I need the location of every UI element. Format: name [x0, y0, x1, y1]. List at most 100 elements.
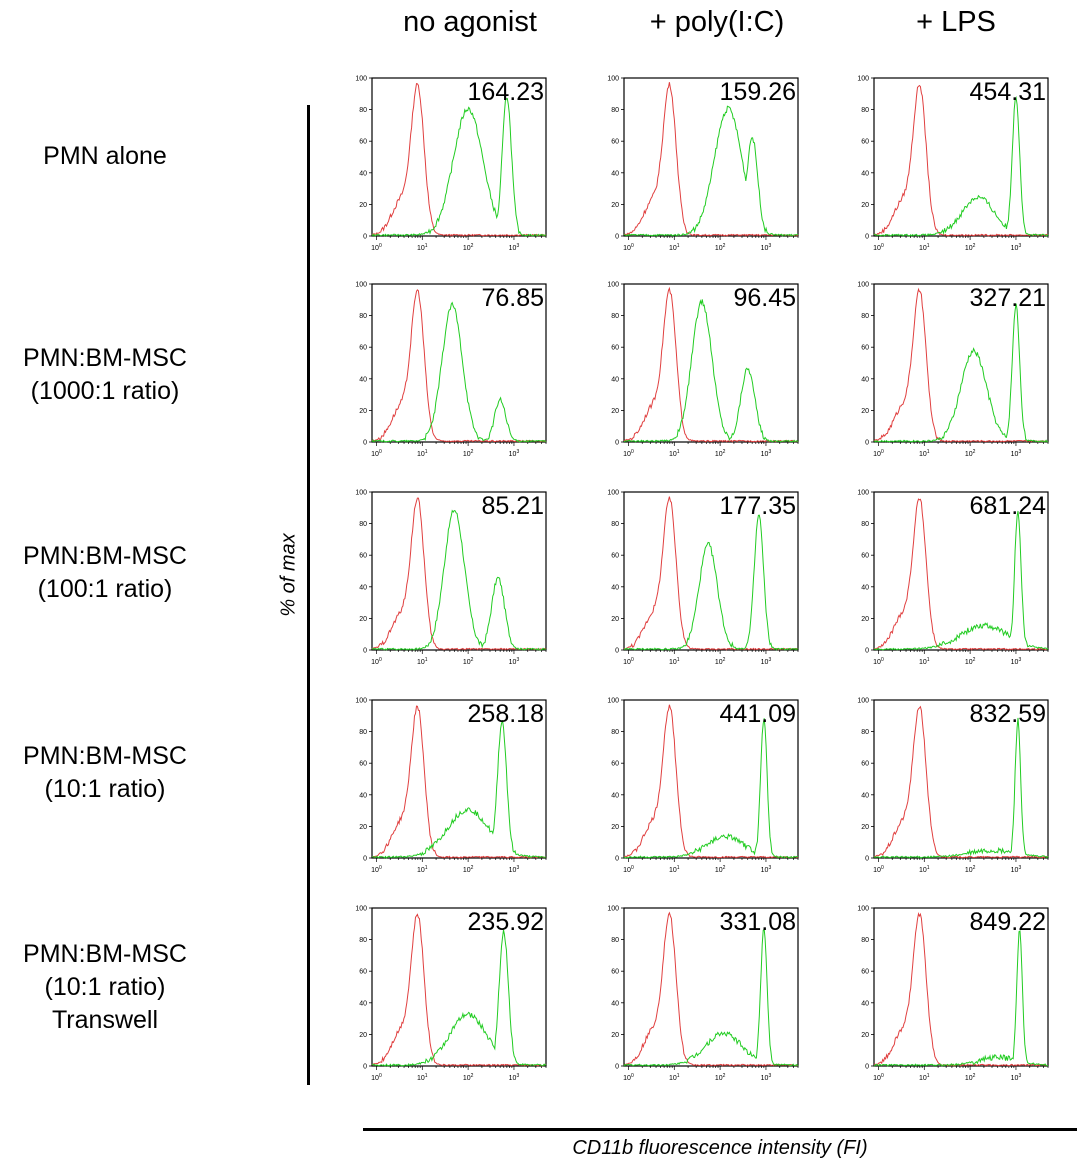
mfi-value-label: 96.45: [733, 284, 796, 312]
y-tick-label: 40: [861, 376, 869, 383]
y-tick-label: 20: [359, 1032, 367, 1039]
y-tick-label: 80: [359, 521, 367, 528]
x-tick-label: 103: [761, 657, 772, 666]
x-tick-label: 101: [669, 657, 680, 666]
y-tick-label: 0: [865, 234, 869, 241]
x-tick-label: 103: [761, 1073, 772, 1082]
stained-histogram-line: [623, 928, 799, 1067]
y-tick-label: 100: [607, 698, 619, 705]
control-histogram-line: [371, 289, 547, 443]
x-tick-label: 101: [919, 865, 930, 874]
x-tick-label: 101: [669, 865, 680, 874]
y-tick-label: 0: [363, 648, 367, 655]
y-tick-label: 20: [861, 616, 869, 623]
mfi-value-label: 235.92: [468, 908, 544, 936]
histogram-panel: 0 20 40 60 80 100 100 101 102 103 849.22: [857, 906, 1049, 1082]
y-tick-label: 0: [615, 856, 619, 863]
mfi-value-label: 681.24: [970, 492, 1047, 520]
control-histogram-line: [873, 287, 1049, 443]
y-tick-label: 0: [363, 856, 367, 863]
row-label-1000-1: PMN:BM-MSC (1000:1 ratio): [23, 344, 187, 405]
mfi-value-label: 849.22: [970, 908, 1046, 936]
y-tick-label: 60: [359, 969, 367, 976]
x-tick-label: 102: [715, 1073, 726, 1082]
stained-histogram-line: [623, 514, 799, 651]
x-tick-label: 101: [417, 243, 428, 252]
plot-frame: [623, 77, 799, 237]
x-tick-label: 102: [715, 657, 726, 666]
row-label-100-1: PMN:BM-MSC (100:1 ratio): [23, 542, 187, 603]
y-tick-label: 100: [355, 76, 367, 83]
y-tick-label: 0: [865, 440, 869, 447]
x-tick-label: 102: [715, 449, 726, 458]
y-tick-label: 60: [861, 969, 869, 976]
control-histogram-line: [623, 496, 799, 651]
column-header-no-agonist: no agonist: [403, 6, 537, 38]
x-tick-label: 101: [669, 243, 680, 252]
y-tick-label: 40: [611, 792, 619, 799]
y-tick-label: 100: [355, 282, 367, 289]
x-tick-label: 103: [1011, 243, 1022, 252]
x-tick-label: 102: [965, 1073, 976, 1082]
y-tick-label: 80: [611, 313, 619, 320]
mfi-value-label: 177.35: [720, 492, 796, 520]
histogram-panel: 0 20 40 60 80 100 100 101 102 103 164.23: [355, 76, 547, 252]
y-tick-label: 20: [611, 202, 619, 209]
y-tick-label: 80: [359, 313, 367, 320]
mfi-value-label: 258.18: [468, 700, 544, 728]
y-tick-label: 80: [359, 729, 367, 736]
control-histogram-line: [371, 705, 547, 859]
y-tick-label: 40: [611, 584, 619, 591]
x-tick-label: 103: [761, 865, 772, 874]
y-tick-label: 20: [611, 616, 619, 623]
x-tick-label: 100: [623, 657, 634, 666]
y-tick-label: 0: [363, 1064, 367, 1071]
mfi-value-label: 327.21: [970, 284, 1046, 312]
y-tick-label: 0: [615, 440, 619, 447]
x-tick-label: 100: [623, 865, 634, 874]
y-tick-label: 100: [607, 76, 619, 83]
y-tick-label: 20: [611, 1032, 619, 1039]
y-tick-label: 40: [611, 376, 619, 383]
y-tick-label: 80: [611, 937, 619, 944]
y-tick-label: 40: [359, 584, 367, 591]
row-label-pmn-alone: PMN alone: [43, 142, 167, 170]
x-tick-label: 102: [965, 657, 976, 666]
y-tick-label: 80: [611, 521, 619, 528]
x-tick-label: 103: [761, 243, 772, 252]
x-tick-label: 101: [669, 1073, 680, 1082]
y-tick-label: 40: [861, 170, 869, 177]
control-histogram-line: [874, 911, 1049, 1067]
x-tick-label: 103: [509, 243, 520, 252]
stained-histogram-line: [623, 299, 799, 443]
y-tick-label: 60: [359, 139, 367, 146]
control-histogram-line: [623, 911, 799, 1067]
row-label-10-1: PMN:BM-MSC (10:1 ratio): [23, 742, 187, 803]
y-tick-label: 100: [857, 76, 869, 83]
y-tick-label: 60: [861, 553, 869, 560]
stained-histogram-line: [873, 95, 1049, 237]
y-tick-label: 60: [359, 345, 367, 352]
x-tick-label: 100: [371, 865, 382, 874]
x-tick-label: 101: [919, 657, 930, 666]
y-tick-label: 0: [363, 234, 367, 241]
x-tick-label: 102: [965, 449, 976, 458]
histogram-panel: 0 20 40 60 80 100 100 101 102 103 832.59: [857, 698, 1049, 874]
control-histogram-line: [371, 82, 547, 237]
y-tick-label: 80: [861, 729, 869, 736]
y-tick-label: 60: [611, 139, 619, 146]
stained-histogram-line: [371, 509, 547, 651]
y-tick-label: 0: [865, 856, 869, 863]
x-tick-label: 101: [417, 1073, 428, 1082]
x-tick-label: 103: [1011, 657, 1022, 666]
x-tick-label: 100: [623, 1073, 634, 1082]
histogram-panel: 0 20 40 60 80 100 100 101 102 103 681.24: [857, 490, 1049, 666]
x-tick-label: 103: [509, 449, 520, 458]
y-tick-label: 80: [611, 107, 619, 114]
y-tick-label: 100: [355, 698, 367, 705]
y-tick-label: 100: [857, 282, 869, 289]
control-histogram-line: [873, 498, 1048, 651]
y-tick-label: 80: [359, 937, 367, 944]
stained-histogram-line: [371, 929, 547, 1067]
